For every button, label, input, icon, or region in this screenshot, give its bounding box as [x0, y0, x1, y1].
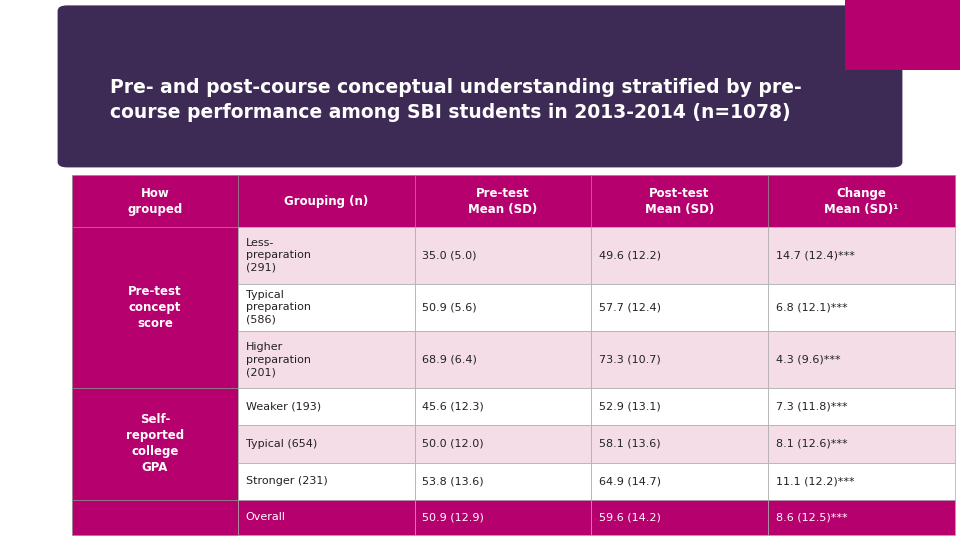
Text: Stronger (231): Stronger (231): [246, 476, 327, 486]
Text: 7.3 (11.8)***: 7.3 (11.8)***: [776, 402, 847, 412]
Text: Higher
preparation
(201): Higher preparation (201): [246, 342, 311, 377]
Text: 64.9 (14.7): 64.9 (14.7): [599, 476, 660, 486]
Text: How
grouped: How grouped: [128, 187, 182, 215]
Text: 52.9 (13.1): 52.9 (13.1): [599, 402, 660, 412]
Text: 4.3 (9.6)***: 4.3 (9.6)***: [776, 355, 840, 365]
Text: Grouping (n): Grouping (n): [284, 194, 369, 208]
Text: 14.7 (12.4)***: 14.7 (12.4)***: [776, 251, 854, 260]
Text: 49.6 (12.2): 49.6 (12.2): [599, 251, 660, 260]
Text: Typical (654): Typical (654): [246, 439, 317, 449]
Text: Overall: Overall: [246, 512, 286, 522]
Text: Typical
preparation
(586): Typical preparation (586): [246, 290, 311, 325]
Text: 53.8 (13.6): 53.8 (13.6): [422, 476, 484, 486]
Text: Pre-test
Mean (SD): Pre-test Mean (SD): [468, 187, 538, 215]
Text: 50.0 (12.0): 50.0 (12.0): [422, 439, 484, 449]
Text: 45.6 (12.3): 45.6 (12.3): [422, 402, 484, 412]
Text: Weaker (193): Weaker (193): [246, 402, 321, 412]
Text: 50.9 (12.9): 50.9 (12.9): [422, 512, 484, 522]
Text: 8.6 (12.5)***: 8.6 (12.5)***: [776, 512, 847, 522]
Text: 68.9 (6.4): 68.9 (6.4): [422, 355, 477, 365]
Text: 35.0 (5.0): 35.0 (5.0): [422, 251, 477, 260]
Text: Post-test
Mean (SD): Post-test Mean (SD): [645, 187, 714, 215]
Text: 58.1 (13.6): 58.1 (13.6): [599, 439, 660, 449]
Text: 8.1 (12.6)***: 8.1 (12.6)***: [776, 439, 847, 449]
Text: Self-
reported
college
GPA: Self- reported college GPA: [126, 414, 184, 475]
Text: Pre-test
concept
score: Pre-test concept score: [128, 285, 181, 330]
Text: Change
Mean (SD)¹: Change Mean (SD)¹: [825, 187, 899, 215]
Text: 50.9 (5.6): 50.9 (5.6): [422, 302, 477, 313]
Text: 57.7 (12.4): 57.7 (12.4): [599, 302, 660, 313]
Text: 73.3 (10.7): 73.3 (10.7): [599, 355, 660, 365]
Text: 6.8 (12.1)***: 6.8 (12.1)***: [776, 302, 847, 313]
Text: Pre- and post-course conceptual understanding stratified by pre-
course performa: Pre- and post-course conceptual understa…: [110, 78, 803, 122]
Text: 11.1 (12.2)***: 11.1 (12.2)***: [776, 476, 854, 486]
Text: 59.6 (14.2): 59.6 (14.2): [599, 512, 660, 522]
Text: Less-
preparation
(291): Less- preparation (291): [246, 238, 311, 273]
